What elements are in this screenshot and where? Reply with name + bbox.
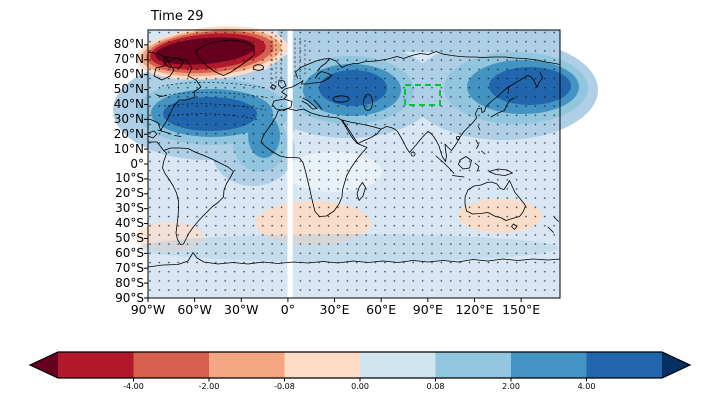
x-tick-label: 30°E [319,302,350,317]
coastline-australia [464,180,526,221]
y-tick-label: 30°S [115,201,144,216]
plot-frame [147,29,561,299]
coastline-hainan [455,136,460,141]
coastline-britain [278,79,287,89]
coastline-europe [281,71,333,100]
coastline-great-lakes [155,94,167,97]
colorbar-segment [58,352,135,378]
coastline-ireland [270,84,277,90]
coastline-africa [260,108,368,217]
x-tick-label: 0° [280,302,295,317]
y-tick-label: 10°N [113,141,144,156]
coastline-greenland [194,39,255,76]
coastline-cuba [157,129,172,135]
colorbar-tick-label: 0.08 [426,382,445,391]
coastline-tasmania [511,223,518,230]
coastline-sri-lanka [410,151,416,157]
x-tick-label: 60°W [177,302,212,317]
coastline-iceland [253,64,264,71]
colorbar [28,351,692,382]
coastline-new-guinea [488,168,513,176]
axis-ticks [144,44,522,302]
coastline-taiwan [477,125,481,131]
coastline-scandinavia [295,58,330,79]
colorbar-svg [28,351,692,382]
y-tick-label: 0° [130,156,144,171]
y-tick-label: 40°S [115,216,144,231]
colorbar-segment [209,352,286,378]
x-tick-label: 90°W [130,302,166,317]
coastline-balkans [313,99,323,110]
map-svg [113,26,598,302]
coastline-italy [301,97,318,110]
x-tick-label: 120°E [455,302,494,317]
colorbar-segment [360,352,437,378]
missing-data-strip [287,30,293,298]
coastline-philippines [475,139,486,155]
colorbar-segment [133,352,210,378]
coastline-borneo [458,156,472,170]
coastline-new-zealand [547,216,559,233]
colorbar-segment [284,352,361,378]
colorbar-tick-label: 0.00 [351,382,369,391]
coastline-asia-east [381,71,543,162]
y-tick-label: 20°N [113,126,144,141]
map-plot [113,26,598,302]
y-tick-label: 60°N [113,67,144,82]
y-tick-label: 80°S [115,275,144,290]
coastline-north-america [147,51,202,132]
coastline-madagascar [356,182,366,201]
colorbar-tick-label: 4.00 [577,382,596,391]
coastline-sumatra [435,155,455,174]
coastline-iberia [272,98,293,111]
colorbar-tick-label: 2.00 [502,382,520,391]
colorbar-segment [586,352,663,378]
coastline-antarctica [147,252,561,268]
coastline-caspian-sea [363,94,373,111]
coastline-hispaniola [174,135,182,137]
coastline-sakhalin [507,85,510,94]
coastline-japan [490,97,515,118]
colorbar-tick-label: -4.00 [123,382,144,391]
coastline-south-america [162,147,234,245]
y-tick-label: 30°N [113,111,144,126]
colorbar-right-arrow [662,352,690,378]
x-tick-label: 90°E [412,302,443,317]
y-tick-label: 70°S [115,260,144,275]
y-tick-label: 50°S [115,230,144,245]
y-tick-label: 60°S [115,245,144,260]
x-tick-label: 30°W [224,302,259,317]
coastlines [147,39,561,268]
colorbar-left-arrow [30,352,58,378]
coastline-white-sea [329,58,359,68]
colorbar-tick-label: -2.00 [198,382,220,391]
coastline-sulawesi [474,162,480,172]
y-tick-label: 40°N [113,96,144,111]
x-tick-label: 150°E [502,302,541,317]
colorbar-tick-label: -0.08 [274,382,295,391]
highlight-box [404,84,441,106]
y-tick-label: 20°S [115,186,144,201]
y-tick-label: 50°N [113,82,144,97]
coastline-arabia [341,119,382,144]
y-tick-label: 70°N [113,52,144,67]
x-tick-label: 60°E [366,302,397,317]
coastline-central-america [147,141,164,151]
colorbar-segment [435,352,512,378]
hatching [159,35,306,121]
coastline-baffin [163,56,184,69]
coastline-asia-arctic [357,51,561,65]
y-tick-label: 80°N [113,37,144,52]
coastline-yucatan [147,130,158,139]
coastline-java [452,175,465,178]
coastline-black-sea [332,95,350,103]
y-tick-label: 10°S [115,171,144,186]
colorbar-segment [511,352,588,378]
colorbar-outline [28,351,692,379]
y-tick-label: 90°S [115,290,144,305]
plot-title: Time 29 [151,9,204,24]
